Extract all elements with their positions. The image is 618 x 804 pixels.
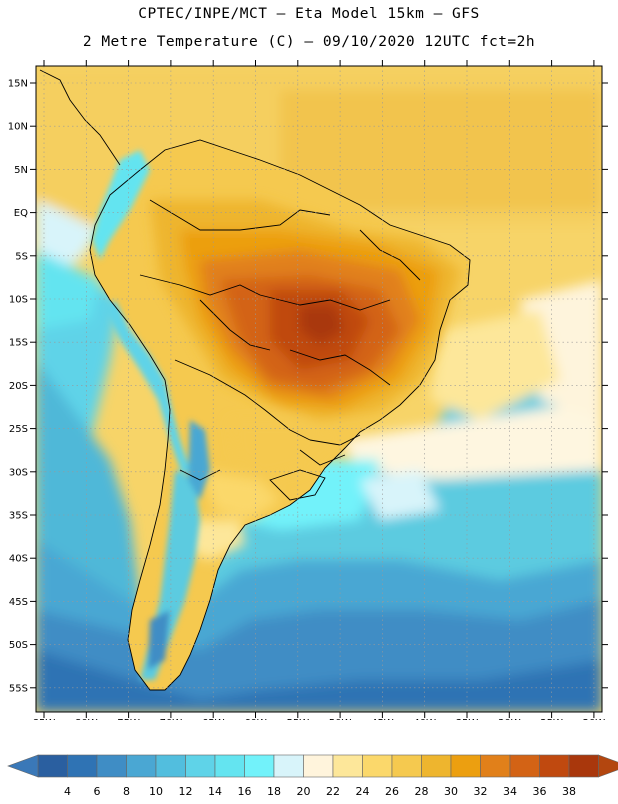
colorbar-label: 32 [474,785,488,798]
colorbar-label: 38 [562,785,576,798]
lon-label: 20W [583,718,606,720]
lon-label: 55W [286,718,309,720]
colorbar-swatch [451,755,481,777]
colorbar-swatch [481,755,511,777]
colorbar-label: 20 [297,785,311,798]
colorbar-swatch [569,755,599,777]
colorbar-swatch [38,755,68,777]
colorbar-low-arrow [8,755,38,777]
lat-label: 30S [9,467,28,478]
colorbar-swatch [156,755,186,777]
lat-label: 5N [14,165,28,176]
lon-label: 85W [33,718,56,720]
colorbar-swatch [245,755,275,777]
lon-label: 80W [75,718,98,720]
colorbar-label: 10 [149,785,163,798]
colorbar-label: 24 [356,785,370,798]
colorbar-swatch [510,755,540,777]
lat-label: 25S [9,424,28,435]
colorbar-label: 14 [208,785,222,798]
lat-label: 20S [9,381,28,392]
map-title-line1: CPTEC/INPE/MCT – Eta Model 15km – GFS [0,6,618,22]
colorbar-swatch [392,755,422,777]
lat-label: EQ [14,208,28,219]
lat-label: 10N [8,122,28,133]
colorbar-swatch [127,755,157,777]
colorbar-label: 18 [267,785,281,798]
colorbar-label: 30 [444,785,458,798]
colorbar-swatch [97,755,127,777]
lon-label: 60W [244,718,267,720]
colorbar-swatch [363,755,393,777]
lat-label: 15N [8,79,28,90]
colorbar-label: 34 [503,785,517,798]
lat-label: 35S [9,511,28,522]
colorbar-swatch [333,755,363,777]
colorbar-label: 6 [94,785,101,798]
lon-label: 50W [329,718,352,720]
temperature-map: 15N 10N 5N EQ 5S 10S 15S 20S 25S 30S 35S 40S 45S 50S 5… [0,60,618,720]
colorbar-label: 8 [123,785,130,798]
colorbar-label: 22 [326,785,340,798]
lon-label: 30W [498,718,521,720]
lon-label: 45W [371,718,394,720]
lon-label: 40W [413,718,436,720]
lat-label: 55S [9,683,28,694]
lat-label: 5S [15,251,28,262]
lon-label: 70W [160,718,183,720]
colorbar-label: 36 [533,785,547,798]
map-title-line2: 2 Metre Temperature (C) – 09/10/2020 12U… [0,34,618,50]
colorbar-label: 26 [385,785,399,798]
colorbar-label: 4 [64,785,71,798]
lon-label: 65W [202,718,225,720]
lon-label: 75W [117,718,140,720]
colorbar-label: 12 [179,785,193,798]
lat-label: 45S [9,597,28,608]
lat-label: 50S [9,640,28,651]
lat-label: 40S [9,554,28,565]
colorbar-swatch [68,755,98,777]
lon-label: 35W [456,718,479,720]
colorbar-swatch [304,755,334,777]
colorbar-high-arrow [599,755,618,777]
colorbar-label: 28 [415,785,429,798]
colorbar-swatch [540,755,570,777]
colorbar-swatch [215,755,245,777]
colorbar-swatch [274,755,304,777]
colorbar-swatch [186,755,216,777]
colorbar-swatch [422,755,452,777]
temperature-colorbar: 4 6 8 10 12 14 16 18 20 22 24 26 28 30 32 34 36 38 [0,748,618,800]
lat-label: 15S [9,338,28,349]
lat-label: 10S [9,295,28,306]
lon-label: 25W [540,718,563,720]
colorbar-label: 16 [238,785,252,798]
